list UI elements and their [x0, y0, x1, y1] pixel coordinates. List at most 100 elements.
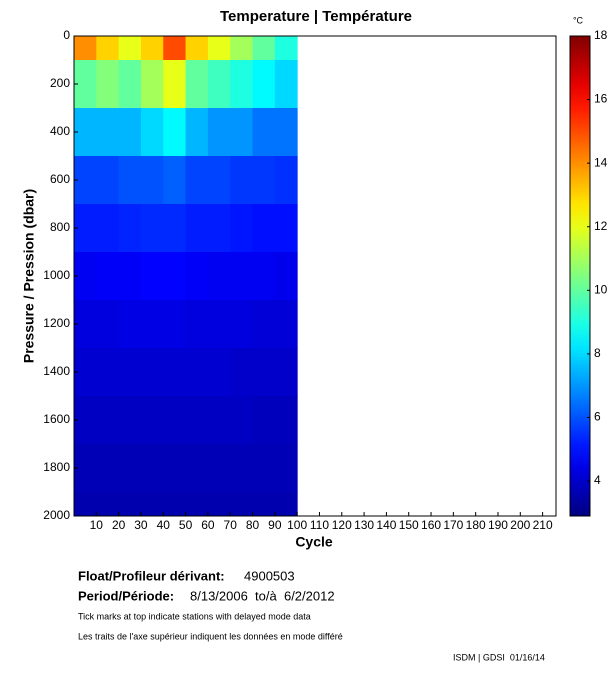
cell — [74, 60, 97, 109]
cell — [118, 444, 142, 493]
cell — [96, 348, 120, 397]
cell — [230, 156, 254, 205]
cell — [140, 252, 164, 301]
cell — [274, 252, 298, 301]
x-tick-label: 110 — [310, 518, 329, 532]
cell — [140, 492, 164, 517]
cell — [274, 492, 298, 517]
cell — [185, 252, 209, 301]
y-tick-label: 2000 — [43, 508, 70, 522]
cell — [185, 156, 209, 205]
cell — [185, 36, 209, 61]
cell — [163, 396, 187, 445]
x-tick-label: 160 — [421, 518, 441, 532]
cell — [163, 348, 187, 397]
cell — [252, 156, 276, 205]
cell — [96, 204, 120, 253]
cell — [74, 348, 97, 397]
cell — [140, 204, 164, 253]
x-tick-label: 10 — [90, 518, 104, 532]
cell — [207, 108, 231, 157]
cell — [207, 36, 231, 61]
cell — [140, 108, 164, 157]
cell — [163, 444, 187, 493]
cell — [118, 492, 142, 517]
cell — [140, 396, 164, 445]
colorbar-tick-label: 16 — [594, 92, 608, 106]
cell — [185, 204, 209, 253]
x-tick-label: 150 — [399, 518, 419, 532]
cell — [74, 300, 97, 349]
cell — [274, 156, 298, 205]
cell — [96, 108, 120, 157]
x-axis-label: Cycle — [295, 534, 333, 550]
cell — [118, 156, 142, 205]
x-tick-label: 30 — [134, 518, 148, 532]
cell — [185, 348, 209, 397]
x-tick-label: 120 — [332, 518, 352, 532]
colorbar-tick-label: 18 — [594, 28, 608, 42]
cell — [118, 204, 142, 253]
cell — [118, 252, 142, 301]
cell — [140, 348, 164, 397]
cell — [252, 396, 276, 445]
cell — [96, 60, 120, 109]
cell — [207, 492, 231, 517]
cell — [140, 36, 164, 61]
cell — [230, 204, 254, 253]
chart-title: Temperature | Température — [220, 8, 412, 25]
credit: ISDM | GDSI 01/16/14 — [453, 652, 545, 662]
y-tick-label: 400 — [50, 124, 70, 138]
float-id: 4900503 — [244, 568, 295, 583]
cell — [163, 108, 187, 157]
cell — [74, 444, 97, 493]
cell — [207, 300, 231, 349]
cell — [207, 204, 231, 253]
x-tick-label: 80 — [246, 518, 260, 532]
cell — [140, 156, 164, 205]
cell — [163, 252, 187, 301]
cell — [74, 396, 97, 445]
cell — [185, 108, 209, 157]
note-en: Tick marks at top indicate stations with… — [78, 611, 311, 621]
cell — [207, 60, 231, 109]
cell — [274, 60, 298, 109]
x-tick-label: 210 — [533, 518, 553, 532]
x-tick-label: 140 — [376, 518, 396, 532]
cell — [74, 204, 97, 253]
cell — [252, 252, 276, 301]
x-tick-label: 40 — [157, 518, 171, 532]
cell — [230, 60, 254, 109]
cell — [163, 300, 187, 349]
cell — [207, 444, 231, 493]
note-fr: Les traits de l'axe supérieur indiquent … — [78, 631, 343, 641]
cell — [252, 348, 276, 397]
x-tick-label: 200 — [510, 518, 530, 532]
colorbar-tick-label: 10 — [594, 282, 608, 296]
cell — [274, 36, 298, 61]
x-tick-label: 90 — [268, 518, 282, 532]
cell — [96, 444, 120, 493]
cell — [185, 492, 209, 517]
period: 8/13/2006 to/à 6/2/2012 — [190, 588, 335, 603]
cell — [140, 60, 164, 109]
x-tick-label: 180 — [466, 518, 486, 532]
cell — [274, 204, 298, 253]
cell — [96, 300, 120, 349]
cell — [163, 36, 187, 61]
colorbar-tick-label: 4 — [594, 473, 601, 487]
cell — [74, 156, 97, 205]
colorbar-label: °C — [573, 15, 584, 25]
x-tick-label: 170 — [443, 518, 463, 532]
cell — [252, 300, 276, 349]
cell — [96, 396, 120, 445]
cell — [230, 36, 254, 61]
cell — [74, 252, 97, 301]
colorbar-tick-label: 6 — [594, 410, 601, 424]
period-label: Period/Période: — [78, 588, 174, 603]
cell — [274, 348, 298, 397]
cell — [252, 60, 276, 109]
cell — [96, 252, 120, 301]
cell — [230, 108, 254, 157]
